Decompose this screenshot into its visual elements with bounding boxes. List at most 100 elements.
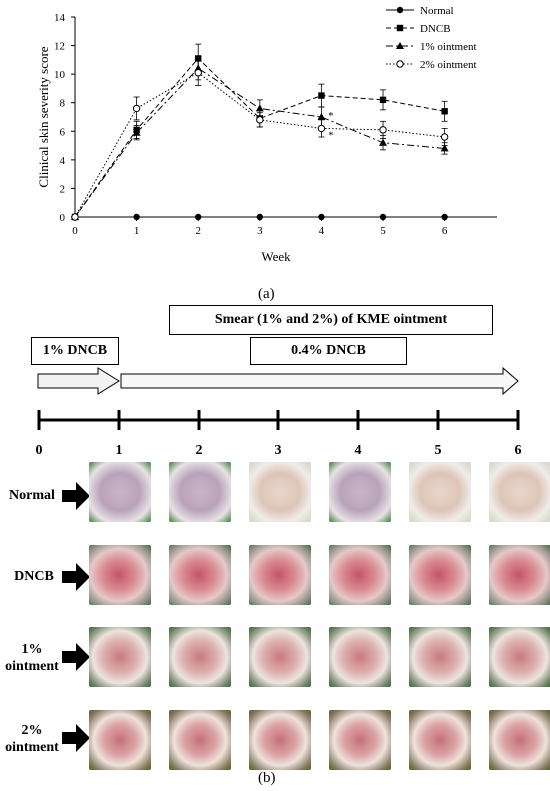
row-label-normal: Normal <box>2 487 62 504</box>
photo-2pct-ointment <box>89 710 151 770</box>
panel-a-label: (a) <box>258 286 275 302</box>
timeline-week-label: 0 <box>36 443 43 458</box>
photo-normal <box>489 462 550 522</box>
timeline-week-label: 3 <box>275 443 282 458</box>
photo-2pct-ointment <box>169 710 231 770</box>
photo-1pct-ointment <box>249 627 311 687</box>
x-tick-label: 3 <box>257 225 263 237</box>
photo-normal <box>329 462 391 522</box>
x-tick-label: 0 <box>72 225 78 237</box>
data-point-1 <box>318 92 325 99</box>
x-axis-label: Week <box>261 249 291 264</box>
arrow-week1-6 <box>120 366 519 396</box>
photo-normal <box>409 462 471 522</box>
data-point-2 <box>440 144 449 152</box>
photo-2pct-ointment <box>249 710 311 770</box>
photo-dncb <box>89 545 151 605</box>
photo-2pct-ointment <box>489 710 550 770</box>
data-point-3 <box>379 126 387 134</box>
row-label-2pct-line2: ointment <box>5 740 59 755</box>
row-label-normal-text: Normal <box>9 488 55 503</box>
photo-dncb <box>169 545 231 605</box>
data-point-0 <box>379 213 387 221</box>
legend-marker-1 <box>396 24 404 32</box>
legend-marker-0 <box>396 6 404 14</box>
timeline-week-label: 1 <box>116 443 123 458</box>
photo-1pct-ointment <box>329 627 391 687</box>
legend-label-0: Normal <box>420 5 454 17</box>
y-tick-label: 8 <box>60 98 66 110</box>
data-point-1 <box>441 108 448 115</box>
y-tick-label: 12 <box>54 41 65 53</box>
data-point-1 <box>379 96 387 104</box>
timeline-week-label: 4 <box>355 443 362 458</box>
photo-dncb <box>489 545 550 605</box>
photo-1pct-ointment <box>169 627 231 687</box>
y-tick-label: 14 <box>54 12 66 24</box>
timeline-ticks: 0 1 2 3 4 5 6 <box>36 410 522 458</box>
data-point-3 <box>256 116 264 124</box>
significance-marker: * <box>328 130 333 141</box>
row-label-1pct: 1% ointment <box>0 641 64 675</box>
y-tick-label: 10 <box>54 69 66 81</box>
data-point-3 <box>71 213 79 221</box>
x-tick-label: 6 <box>442 225 448 237</box>
row-label-dncb: DNCB <box>4 568 64 585</box>
row-label-1pct-line1: 1% <box>21 642 43 657</box>
x-tick-label: 5 <box>380 225 386 237</box>
photo-normal <box>249 462 311 522</box>
data-point-3 <box>132 104 141 113</box>
data-point-2 <box>255 104 264 112</box>
y-axis-label: Clinical skin severity score <box>36 46 51 187</box>
y-tick-label: 4 <box>60 155 66 167</box>
photo-dncb <box>409 545 471 605</box>
legend-marker-2 <box>396 42 404 49</box>
photo-dncb <box>329 545 391 605</box>
row-label-2pct: 2% ointment <box>0 722 64 756</box>
data-point-2 <box>379 138 388 146</box>
data-point-0 <box>441 213 448 221</box>
dncb-1pct-box: 1% DNCB <box>31 337 119 365</box>
series-line-3 <box>74 72 445 218</box>
data-point-0 <box>318 213 325 221</box>
row-label-2pct-line1: 2% <box>21 723 43 738</box>
legend-label-1: DNCB <box>420 23 451 35</box>
row-arrow-1pct-icon <box>62 643 90 671</box>
y-tick-label: 0 <box>60 212 66 224</box>
photo-normal <box>169 462 231 522</box>
panel-b-label: (b) <box>258 770 276 786</box>
series-line-1 <box>74 57 445 218</box>
row-arrow-normal-icon <box>62 482 90 510</box>
row-label-1pct-line2: ointment <box>5 659 59 674</box>
arrow-week0-1 <box>37 367 120 395</box>
data-point-0 <box>195 213 202 221</box>
photo-normal <box>89 462 151 522</box>
photo-1pct-ointment <box>489 627 550 687</box>
photo-dncb <box>249 545 311 605</box>
y-tick-label: 2 <box>60 183 66 195</box>
legend-marker-3 <box>396 60 404 68</box>
data-point-2 <box>317 113 326 120</box>
photo-1pct-ointment <box>89 627 151 687</box>
series-line-2 <box>74 67 445 218</box>
data-point-0 <box>133 213 140 221</box>
x-tick-label: 4 <box>319 225 325 237</box>
y-tick-label: 6 <box>60 126 66 138</box>
row-label-dncb-text: DNCB <box>14 569 54 584</box>
row-arrow-2pct-icon <box>62 724 90 752</box>
dncb-04pct-box: 0.4% DNCB <box>250 337 407 365</box>
timeline-week-label: 2 <box>196 443 203 458</box>
data-point-3 <box>440 133 449 141</box>
row-arrow-dncb-icon <box>62 563 90 591</box>
x-tick-label: 1 <box>134 225 140 237</box>
timeline-week-label: 6 <box>515 443 522 458</box>
legend-label-2: 1% ointment <box>420 41 477 53</box>
timeline-week-label: 5 <box>435 443 442 458</box>
data-point-3 <box>194 69 202 77</box>
x-tick-label: 2 <box>195 225 201 237</box>
significance-marker: * <box>328 111 333 122</box>
photo-2pct-ointment <box>409 710 471 770</box>
data-point-3 <box>317 124 326 133</box>
legend-label-3: 2% ointment <box>420 59 477 71</box>
